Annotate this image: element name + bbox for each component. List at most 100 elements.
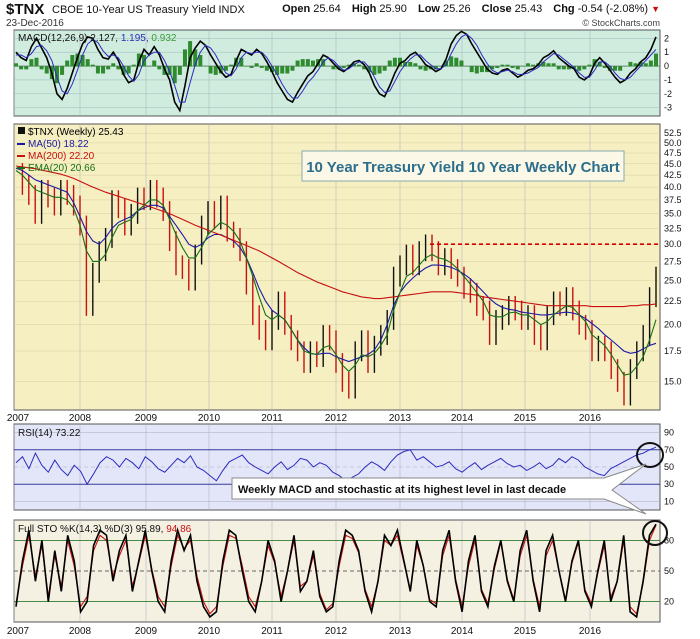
rsi-line [15,446,657,486]
macd-histogram-bar [546,63,551,67]
macd-histogram-bar [198,54,203,67]
macd-histogram-bar [643,63,648,67]
macd-histogram-bar [500,64,505,67]
macd-histogram-bar [454,57,459,67]
macd-histogram-bar [34,57,39,67]
x-axis-label: 2007 [7,626,30,637]
macd-histogram-bar [101,66,106,74]
macd-histogram-bar [229,64,234,67]
macd-histogram-bar [474,66,479,74]
price-tick-label: 40.0 [664,182,682,192]
macd-histogram-bar [582,66,587,70]
rsi-tick-label: 30 [664,479,674,489]
macd-tick-label: -2 [664,89,672,99]
macd-histogram-bar [60,66,65,75]
price-tick-label: 32.5 [664,223,682,233]
callout-box [231,463,647,515]
price-tick-label: 27.5 [664,256,682,266]
macd-histogram-bar [295,60,300,67]
x-axis-label: 2014 [451,626,474,637]
x-axis-label: 2011 [261,413,283,424]
macd-histogram-bar [300,59,305,67]
symbol: $TNX [6,1,45,18]
macd-histogram-bar [490,66,495,70]
macd-histogram-bar [479,66,484,73]
close-label: Close [481,3,512,15]
sto-tick-label: 20 [664,597,674,607]
x-axis-label: 2012 [325,413,348,424]
price-tick-label: 45.0 [664,159,682,169]
macd-histogram-bar [392,57,397,67]
macd-histogram-bar [106,66,111,70]
macd-histogram-bar [357,64,362,67]
macd-histogram-bar [413,63,418,67]
price-tick-label: 37.5 [664,195,682,205]
price-tick-label: 42.5 [664,170,682,180]
macd-histogram-bar [290,66,295,71]
price-legend-entry: EMA(20) 20.66 [28,163,96,174]
macd-histogram-bar [270,66,274,73]
chart-date: 23-Dec-2016 [6,18,64,29]
x-axis-label: 2009 [135,413,158,424]
ma-50-line [15,167,657,363]
macd-histogram-bar [239,57,244,67]
macd-histogram-bar [495,66,500,68]
macd-histogram-bar [111,63,116,67]
macd-histogram-bar [310,60,315,67]
macd-histogram-bar [633,63,638,67]
legend-swatch [18,127,25,134]
macd-histogram-bar [628,61,633,67]
macd-histogram-bar [259,66,264,68]
macd-histogram-bar [172,66,177,84]
rsi-tick-label: 50 [664,462,674,472]
brand-watermark: © StockCharts.com [582,18,660,28]
ema-20-line [15,170,657,376]
macd-histogram-bar [152,60,157,67]
macd-histogram-bar [80,54,85,67]
macd-histogram-bar [39,66,44,70]
macd-histogram-bar [275,66,280,75]
macd-histogram-bar [520,66,525,67]
symbol-name: CBOE 10-Year US Treasury Yield INDX [52,4,245,16]
price-tick-label: 25.0 [664,275,682,285]
price-tick-label: 35.0 [664,209,682,219]
macd-histogram-bar [566,66,571,70]
price-legend-entry: MA(200) 22.20 [28,151,95,162]
x-axis-label: 2010 [198,413,221,424]
macd-histogram-bar [95,66,100,74]
x-axis-label: 2015 [514,413,537,424]
macd-histogram-bar [433,66,438,70]
macd-histogram-bar [638,61,643,67]
macd-histogram-bar [254,63,259,67]
macd-histogram-bar [551,63,556,67]
macd-histogram-bar [19,66,24,70]
low-value: 25.26 [443,3,471,15]
sto-highlight-circle [642,520,668,546]
macd-histogram-bar [469,66,474,73]
macd-histogram-bar [65,60,70,67]
sto-tick-label: 80 [664,535,674,545]
macd-histogram-bar [618,66,623,71]
price-tick-label: 30.0 [664,239,682,249]
macd-histogram-bar [157,66,162,70]
price-tick-label: 15.0 [664,377,682,387]
macd-histogram-bar [607,66,612,71]
macd-tick-label: 0 [664,61,669,71]
macd-histogram-bar [526,63,530,67]
macd-histogram-bar [223,66,228,71]
x-axis-label: 2016 [579,413,602,424]
macd-histogram-bar [510,66,515,68]
x-axis-label: 2013 [389,626,412,637]
change-value: -0.54 (-2.08%) [577,3,649,15]
sto-legend: Full STO %K(14,3) %D(3) 95.89, 94.86 [18,524,192,535]
chart-header: $TNX CBOE 10-Year US Treasury Yield INDX… [0,0,700,30]
macd-histogram-bar [208,66,213,74]
rsi-highlight-circle [636,442,664,468]
macd-legend: MACD(12,26,9) 2.127, 1.195, 0.932 [18,33,177,44]
macd-histogram-bar [121,66,126,75]
macd-histogram-bar [587,64,592,67]
macd-histogram-bar [244,66,249,67]
down-arrow-icon: ▼ [651,4,660,14]
macd-histogram-bar [398,57,402,67]
macd-histogram-bar [126,66,131,74]
